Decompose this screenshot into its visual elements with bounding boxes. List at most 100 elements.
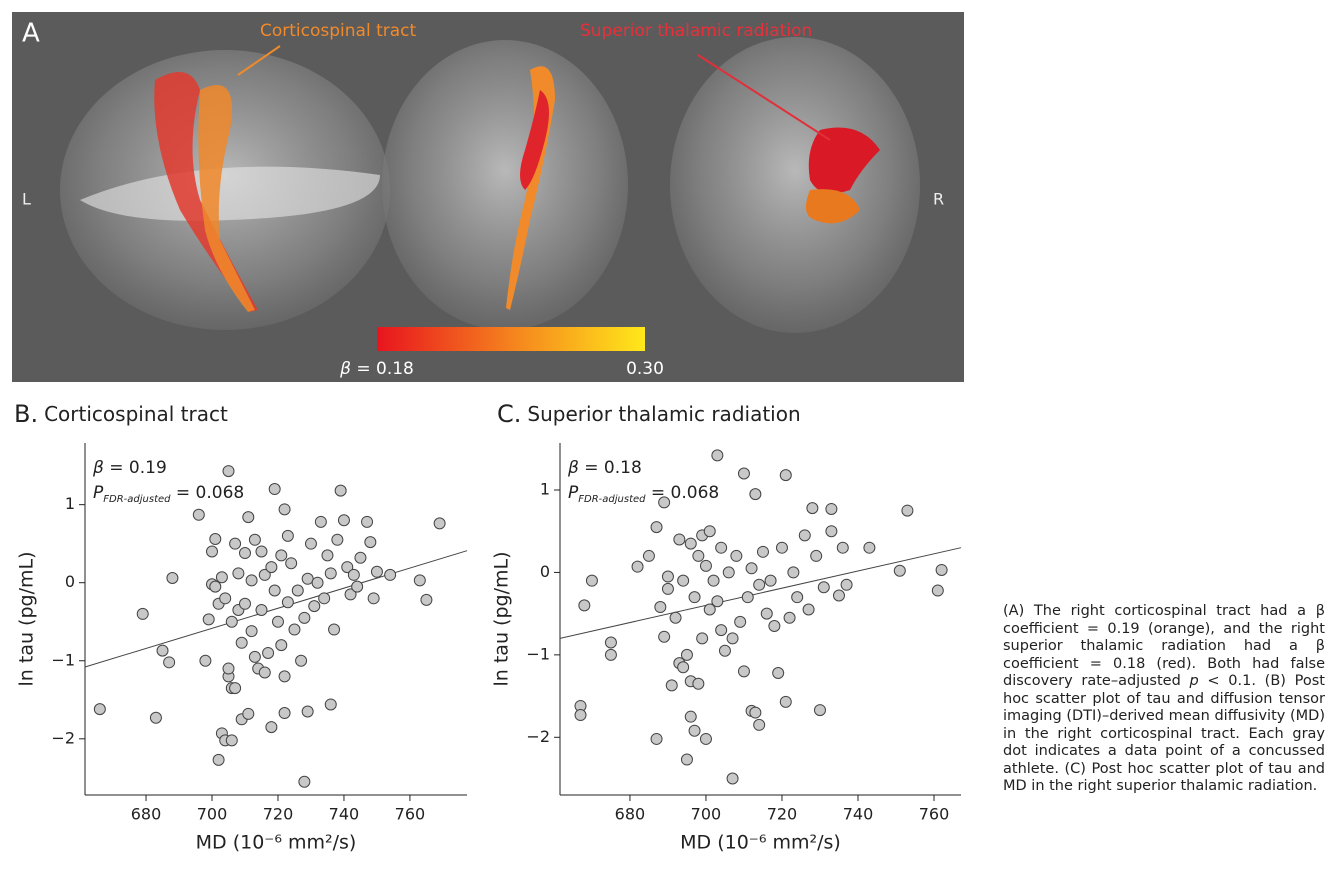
- y-tick-label: 0: [65, 572, 75, 591]
- data-point: [341, 561, 354, 574]
- data-point: [318, 592, 331, 605]
- data-point: [840, 578, 853, 591]
- data-point: [149, 711, 162, 724]
- data-point: [703, 525, 716, 538]
- data-point: [684, 710, 697, 723]
- data-point: [321, 549, 334, 562]
- annotation: β = 0.18: [567, 458, 642, 478]
- data-point: [212, 753, 225, 766]
- caption-text: < 0.1. (B) Post hoc scatter plot of tau …: [1003, 673, 1325, 794]
- data-point: [232, 567, 245, 580]
- data-point: [361, 515, 374, 528]
- data-point: [301, 705, 314, 718]
- data-point: [334, 484, 347, 497]
- brain-coronal: [382, 40, 628, 330]
- annotation: PFDR-adjusted = 0.068: [568, 483, 719, 505]
- data-point: [787, 566, 800, 579]
- data-point: [760, 607, 773, 620]
- data-point: [711, 449, 724, 462]
- data-point: [229, 537, 242, 550]
- pointer: [237, 45, 281, 76]
- data-point: [245, 574, 258, 587]
- data-point: [665, 679, 678, 692]
- data-point: [235, 636, 248, 649]
- x-axis-label: MD (10⁻⁶ mm²/s): [196, 832, 357, 854]
- data-point: [301, 572, 314, 585]
- data-point: [604, 648, 617, 661]
- fit-line: [559, 547, 962, 639]
- data-point: [268, 584, 281, 597]
- data-point: [650, 732, 663, 745]
- panel-a: A L R Corticospinal tract Superior thala…: [12, 12, 964, 382]
- data-point: [669, 611, 682, 624]
- data-point: [384, 568, 397, 581]
- data-point: [692, 549, 705, 562]
- data-point: [255, 604, 268, 617]
- data-point: [863, 541, 876, 554]
- data-point: [93, 703, 106, 716]
- data-point: [734, 615, 747, 628]
- data-point: [265, 721, 278, 734]
- data-point: [578, 599, 591, 612]
- data-point: [337, 514, 350, 527]
- fit-line: [84, 550, 468, 668]
- data-point: [703, 603, 716, 616]
- annotation-symbol: β: [92, 458, 104, 478]
- data-point: [298, 775, 311, 788]
- data-point: [764, 574, 777, 587]
- x-tick-label: 700: [197, 805, 228, 824]
- data-point: [192, 508, 205, 521]
- data-point: [354, 551, 367, 564]
- data-point: [248, 533, 261, 546]
- chart-title: B. Corticospinal tract: [14, 400, 228, 428]
- data-point: [324, 698, 337, 711]
- side-label: L: [22, 190, 31, 209]
- x-tick-label: 760: [395, 805, 426, 824]
- data-point: [433, 517, 446, 530]
- data-point: [604, 636, 617, 649]
- data-point: [285, 557, 298, 570]
- data-point: [810, 549, 823, 562]
- data-point: [347, 568, 360, 581]
- data-point: [658, 496, 671, 509]
- data-point: [271, 615, 284, 628]
- data-point: [295, 654, 308, 667]
- x-tick-label: 700: [691, 805, 722, 824]
- y-axis-label: ln tau (pg/mL): [16, 552, 38, 687]
- data-point: [163, 656, 176, 669]
- annotation-value: = 0.19: [104, 458, 167, 478]
- x-tick-label: 760: [919, 805, 950, 824]
- data-point: [281, 596, 294, 609]
- data-point: [364, 536, 377, 549]
- data-point: [331, 533, 344, 546]
- data-point: [893, 564, 906, 577]
- data-point: [745, 562, 758, 575]
- data-point: [156, 644, 169, 657]
- panel-label: A: [22, 19, 40, 49]
- data-point: [268, 483, 281, 496]
- data-point: [311, 576, 324, 589]
- white-matter: [80, 166, 380, 221]
- annotation: β = 0.19: [92, 458, 167, 478]
- data-point: [642, 549, 655, 562]
- data-point: [242, 707, 255, 720]
- data-point: [225, 615, 238, 628]
- data-point: [813, 704, 826, 717]
- data-point: [281, 529, 294, 542]
- data-point: [288, 623, 301, 636]
- data-point: [680, 648, 693, 661]
- data-point: [711, 595, 724, 608]
- tract-orange: [198, 85, 255, 312]
- data-point: [308, 600, 321, 613]
- data-point: [245, 625, 258, 638]
- data-point: [324, 567, 337, 580]
- data-point: [344, 588, 357, 601]
- data-point: [370, 565, 383, 578]
- colorbar-tick-label: 0.30: [626, 359, 664, 379]
- y-tick-label: −2: [526, 727, 550, 746]
- tract-orange: [806, 189, 860, 224]
- data-point: [222, 465, 235, 478]
- data-point: [931, 584, 944, 597]
- data-point: [688, 591, 701, 604]
